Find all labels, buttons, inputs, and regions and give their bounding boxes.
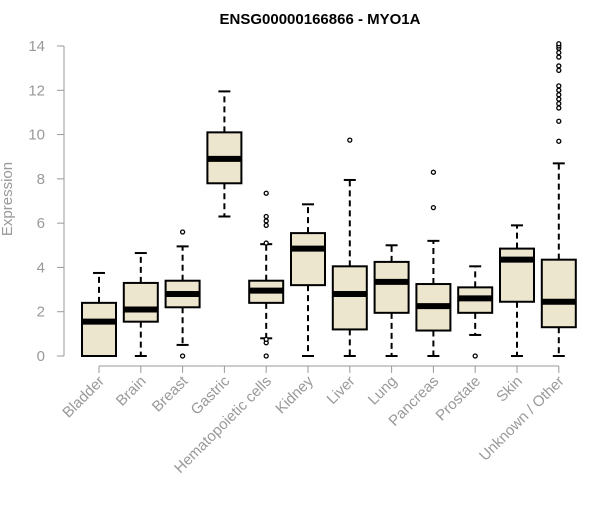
- iqr-box: [499, 247, 535, 303]
- outlier-point: [472, 353, 478, 359]
- box-prostate: [457, 265, 494, 359]
- box-breast: [164, 229, 201, 359]
- outlier-point: [556, 54, 562, 60]
- iqr-box: [540, 258, 577, 329]
- outlier-point: [556, 83, 562, 89]
- outlier-point: [347, 137, 353, 143]
- outlier-point: [430, 169, 437, 175]
- x-tick-label: Kidney: [272, 372, 317, 417]
- x-tick-label: Brain: [113, 373, 150, 410]
- x-tick-label: Breast: [149, 372, 192, 415]
- outlier-point: [263, 213, 269, 220]
- x-tick-label: Bladder: [59, 373, 108, 422]
- outlier-point: [263, 240, 269, 246]
- box-brain: [122, 252, 159, 357]
- y-tick-label: 4: [37, 259, 45, 276]
- y-axis: 0 2 4 6 8 10 12 14: [28, 38, 65, 365]
- outlier-point: [556, 105, 562, 111]
- outlier-point: [556, 100, 562, 107]
- outlier-point: [263, 353, 269, 359]
- x-tick-label: Lung: [365, 373, 401, 409]
- outlier-point: [556, 92, 562, 98]
- y-tick-label: 0: [37, 348, 45, 365]
- outlier-point: [179, 353, 186, 359]
- y-tick-label: 2: [37, 304, 45, 321]
- y-tick-label: 12: [28, 82, 45, 99]
- box-hematopoietic-cells: [248, 190, 285, 359]
- x-tick-label: Liver: [324, 373, 359, 408]
- outlier-point: [263, 336, 269, 343]
- outlier-point: [179, 229, 186, 235]
- outlier-point: [556, 63, 562, 69]
- outlier-point: [556, 118, 562, 124]
- outlier-point: [556, 41, 562, 47]
- box-liver: [331, 137, 368, 357]
- y-tick-label: 10: [28, 127, 45, 144]
- x-tick-label: Prostate: [432, 373, 484, 425]
- iqr-box: [331, 265, 368, 331]
- box-bladder: [81, 271, 117, 358]
- x-tick-label: Skin: [493, 373, 526, 406]
- y-tick-label: 6: [37, 215, 45, 232]
- iqr-box: [81, 301, 117, 358]
- outlier-point: [556, 49, 562, 56]
- outlier-point: [263, 218, 269, 224]
- outlier-point: [556, 138, 562, 144]
- outlier-point: [556, 67, 562, 74]
- outlier-point: [263, 190, 269, 196]
- outlier-point: [556, 96, 562, 102]
- outlier-point: [430, 204, 437, 211]
- y-tick-label: 14: [28, 38, 45, 55]
- iqr-box: [290, 232, 326, 287]
- chart-title: ENSG00000166866 - MYO1A: [220, 11, 421, 28]
- outlier-point: [263, 222, 269, 229]
- iqr-box: [373, 260, 410, 314]
- box-pancreas: [415, 169, 452, 357]
- iqr-box: [122, 281, 159, 323]
- boxes-group: [81, 41, 577, 359]
- box-unknown-other: [540, 41, 577, 357]
- box-gastric: [206, 90, 243, 218]
- y-axis-label: Expression: [0, 162, 16, 236]
- box-kidney: [290, 203, 326, 357]
- box-skin: [499, 224, 535, 357]
- box-lung: [373, 244, 410, 357]
- y-tick-label: 8: [37, 171, 45, 188]
- outlier-point: [556, 87, 562, 93]
